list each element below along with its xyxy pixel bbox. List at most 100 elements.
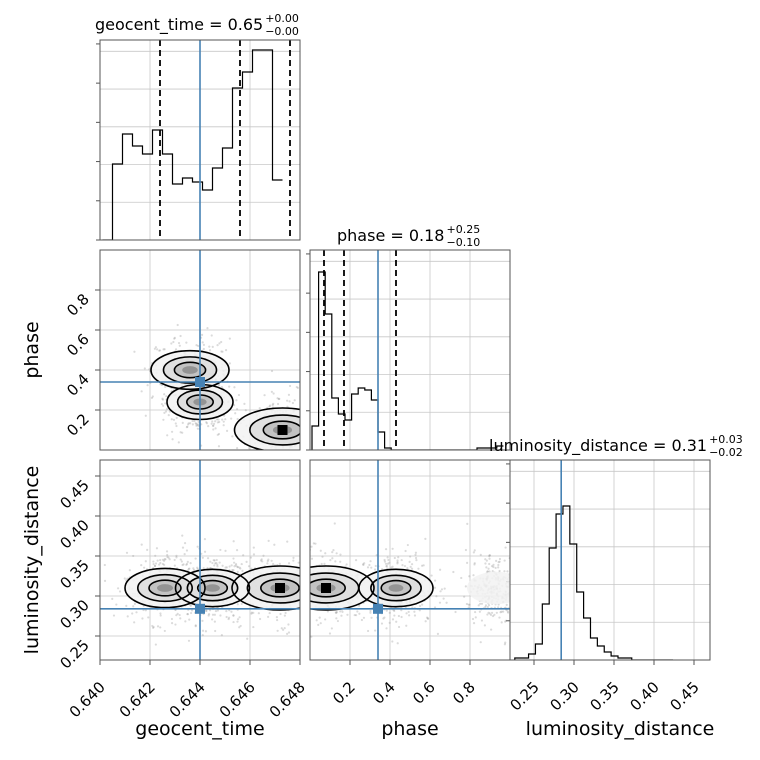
contour bbox=[249, 414, 300, 446]
sample-point bbox=[238, 616, 241, 619]
sample-point bbox=[174, 422, 177, 425]
sample-point bbox=[187, 422, 190, 425]
sample-point bbox=[252, 453, 254, 455]
sample-point bbox=[195, 422, 198, 426]
sample-point bbox=[308, 457, 310, 459]
sample-point bbox=[89, 584, 91, 586]
sample-point bbox=[224, 566, 227, 569]
sample-point bbox=[208, 349, 212, 352]
y-tick-label: 0.6 bbox=[63, 330, 93, 360]
sample-point bbox=[210, 334, 213, 337]
sample-point bbox=[273, 543, 276, 546]
sample-point bbox=[491, 614, 495, 618]
sample-point bbox=[220, 350, 223, 353]
sample-point bbox=[302, 609, 304, 611]
sample-point bbox=[303, 578, 305, 580]
sample-point bbox=[425, 616, 429, 619]
sample-point bbox=[195, 344, 198, 347]
sample-point bbox=[525, 598, 527, 600]
sample-point bbox=[302, 569, 304, 571]
sample-point bbox=[189, 562, 192, 565]
sample-point bbox=[250, 611, 253, 614]
y-tick-label: 0.25 bbox=[56, 636, 92, 672]
sample-point bbox=[503, 570, 506, 573]
sample-point bbox=[511, 571, 513, 573]
sample-point bbox=[302, 606, 304, 608]
sample-point bbox=[164, 558, 167, 561]
sample-point bbox=[479, 553, 482, 556]
sample-point bbox=[133, 350, 136, 353]
sample-point bbox=[488, 554, 491, 557]
sample-point bbox=[511, 599, 513, 601]
sample-point bbox=[245, 560, 248, 563]
sample-point bbox=[160, 402, 163, 406]
sample-point bbox=[331, 557, 334, 560]
sample-point bbox=[278, 562, 281, 565]
sample-point bbox=[460, 576, 463, 580]
sample-point bbox=[206, 326, 209, 330]
density-level bbox=[467, 571, 510, 605]
sample-point bbox=[478, 610, 481, 613]
sample-point bbox=[135, 611, 138, 614]
sample-point bbox=[153, 564, 157, 568]
sample-point bbox=[270, 390, 273, 393]
sample-point bbox=[215, 562, 218, 565]
sample-point bbox=[140, 543, 143, 546]
x-axis-label: luminosity_distance bbox=[526, 718, 715, 740]
sample-point bbox=[520, 586, 522, 588]
sample-point bbox=[238, 566, 241, 569]
sample-point bbox=[445, 601, 448, 604]
sample-point bbox=[158, 349, 161, 352]
sample-point bbox=[488, 557, 491, 560]
sample-point bbox=[187, 423, 190, 426]
sample-point bbox=[307, 435, 309, 437]
sample-point bbox=[103, 579, 107, 583]
sample-point bbox=[354, 559, 358, 562]
sample-point bbox=[382, 617, 385, 620]
sample-point bbox=[173, 558, 176, 562]
sample-point bbox=[158, 349, 162, 352]
sample-point bbox=[163, 411, 166, 414]
sample-point bbox=[487, 567, 490, 570]
sample-point bbox=[233, 565, 236, 568]
sample-point bbox=[163, 559, 166, 563]
sample-point bbox=[267, 615, 270, 618]
sample-point bbox=[286, 540, 289, 543]
sample-point bbox=[232, 614, 235, 617]
sample-point bbox=[225, 615, 228, 619]
sample-point bbox=[306, 583, 308, 585]
sample-point bbox=[301, 580, 303, 582]
sample-point bbox=[374, 629, 377, 632]
sample-point bbox=[216, 563, 219, 566]
sample-point bbox=[292, 559, 295, 562]
sample-point bbox=[405, 612, 408, 615]
sample-point bbox=[201, 619, 204, 622]
sample-point bbox=[214, 562, 217, 565]
sample-point bbox=[303, 433, 305, 435]
x-tick-label: 0.646 bbox=[216, 678, 259, 721]
contour bbox=[186, 574, 239, 602]
sample-point bbox=[239, 567, 242, 570]
sample-point bbox=[305, 580, 307, 582]
sample-point bbox=[206, 557, 210, 560]
sample-point bbox=[464, 585, 467, 588]
sample-point bbox=[321, 403, 323, 405]
sample-point bbox=[196, 567, 199, 571]
sample-point bbox=[236, 620, 239, 623]
sample-point bbox=[304, 439, 306, 441]
title-minus: −0.10 bbox=[446, 236, 480, 249]
sample-point bbox=[500, 621, 503, 624]
sample-point bbox=[311, 564, 313, 566]
sample-point bbox=[362, 616, 366, 619]
sample-point bbox=[497, 566, 500, 569]
sample-point bbox=[436, 632, 440, 635]
sample-point bbox=[304, 593, 306, 595]
sample-point bbox=[172, 418, 176, 421]
sample-point bbox=[176, 612, 179, 616]
sample-point bbox=[300, 592, 302, 594]
sample-point bbox=[295, 385, 298, 389]
sample-point bbox=[276, 402, 280, 406]
sample-point bbox=[300, 569, 302, 571]
title-plus: +0.25 bbox=[446, 223, 480, 236]
sample-point bbox=[194, 624, 197, 627]
